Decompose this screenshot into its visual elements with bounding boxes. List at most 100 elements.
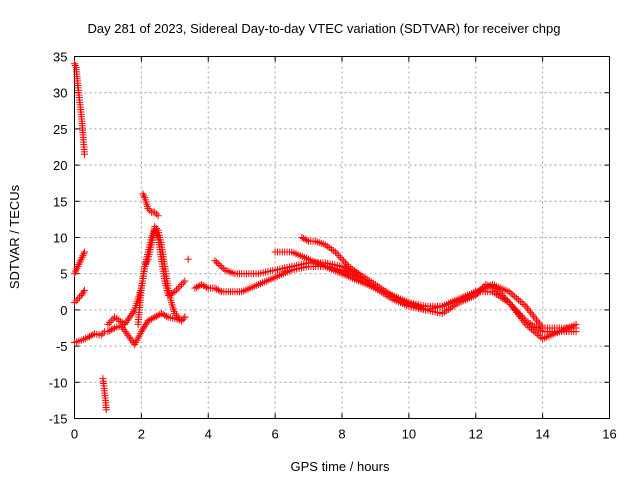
data-point: [472, 291, 480, 299]
data-point: [151, 223, 159, 231]
data-point: [478, 284, 486, 292]
y-tick-label: 0: [60, 303, 67, 318]
data-point: [107, 317, 115, 325]
data-point: [109, 325, 117, 333]
data-point: [492, 284, 500, 292]
x-tick-label: 12: [469, 427, 483, 442]
data-point: [84, 333, 92, 341]
data-point: [142, 320, 150, 328]
data-point: [144, 317, 152, 325]
data-point: [71, 270, 78, 278]
x-axis-label: GPS time / hours: [291, 459, 390, 474]
data-point: [214, 260, 222, 268]
data-point: [87, 332, 95, 340]
data-point: [146, 206, 154, 214]
data-point: [338, 255, 346, 263]
data-point: [121, 320, 129, 328]
data-point: [184, 255, 192, 263]
data-point: [149, 314, 157, 322]
data-point: [140, 324, 148, 332]
data-point: [147, 315, 155, 323]
data-point: [124, 315, 132, 323]
data-layer: [71, 60, 580, 414]
data-point: [333, 250, 341, 258]
series-arc-9: [139, 190, 162, 220]
y-tick-label: 20: [53, 158, 67, 173]
x-tick-label: 10: [402, 427, 416, 442]
data-point: [211, 284, 219, 292]
data-point: [300, 234, 308, 242]
data-point: [122, 319, 130, 327]
data-point: [74, 295, 82, 303]
data-point: [355, 270, 363, 278]
x-tick-label: 6: [272, 427, 279, 442]
data-point: [174, 313, 182, 321]
data-point: [107, 326, 115, 334]
y-tick-label: 15: [53, 194, 67, 209]
data-point: [152, 312, 160, 320]
data-point: [176, 282, 184, 290]
data-point: [79, 288, 87, 296]
data-point: [216, 261, 224, 269]
data-point: [178, 281, 185, 289]
data-point: [193, 283, 201, 291]
data-point: [171, 310, 179, 318]
data-point: [301, 235, 309, 243]
data-point: [219, 265, 227, 273]
data-point: [201, 282, 209, 290]
data-point: [71, 60, 78, 68]
data-point: [77, 255, 85, 263]
y-tick-label: -10: [49, 375, 68, 390]
data-point: [335, 252, 343, 260]
series-arc-14: [298, 234, 363, 278]
data-point: [343, 261, 351, 269]
data-point: [76, 259, 84, 267]
plot-frame: [74, 56, 610, 419]
data-point: [146, 316, 154, 324]
data-point: [504, 297, 512, 305]
data-point: [336, 253, 344, 261]
data-point: [138, 326, 146, 334]
data-point: [86, 333, 94, 341]
data-point: [137, 328, 145, 336]
y-tick-label: -15: [49, 412, 68, 427]
data-point: [179, 315, 187, 323]
x-tick-label: 14: [535, 427, 549, 442]
data-point: [73, 264, 81, 272]
series-arc-4: [71, 328, 109, 346]
data-point: [102, 406, 110, 414]
y-tick-label: 10: [53, 231, 67, 246]
data-point: [194, 282, 202, 290]
data-point: [172, 286, 180, 294]
data-point: [123, 317, 131, 325]
x-tick-label: 4: [205, 427, 212, 442]
data-point: [171, 288, 179, 296]
data-point: [151, 313, 159, 321]
data-point: [74, 262, 82, 270]
data-point: [162, 312, 170, 320]
data-point: [213, 285, 221, 293]
data-point: [154, 311, 162, 319]
series-arc-8: [134, 223, 189, 328]
data-point: [216, 287, 224, 295]
data-point: [126, 313, 134, 321]
series-arc-1: [71, 60, 89, 158]
data-point: [502, 295, 510, 303]
data-point: [152, 224, 160, 232]
data-point: [191, 284, 199, 292]
data-point: [159, 310, 167, 318]
data-point: [79, 252, 87, 260]
data-point: [141, 322, 149, 330]
data-point: [181, 313, 189, 321]
data-point: [198, 281, 206, 289]
series-arc-5: [99, 375, 110, 414]
data-point: [495, 288, 503, 296]
data-point: [154, 212, 162, 220]
y-tick-label: 5: [60, 267, 67, 282]
data-point: [106, 319, 114, 327]
series-arc-10: [184, 255, 192, 263]
data-point: [143, 257, 151, 265]
data-point: [106, 327, 114, 335]
data-point: [139, 190, 147, 198]
